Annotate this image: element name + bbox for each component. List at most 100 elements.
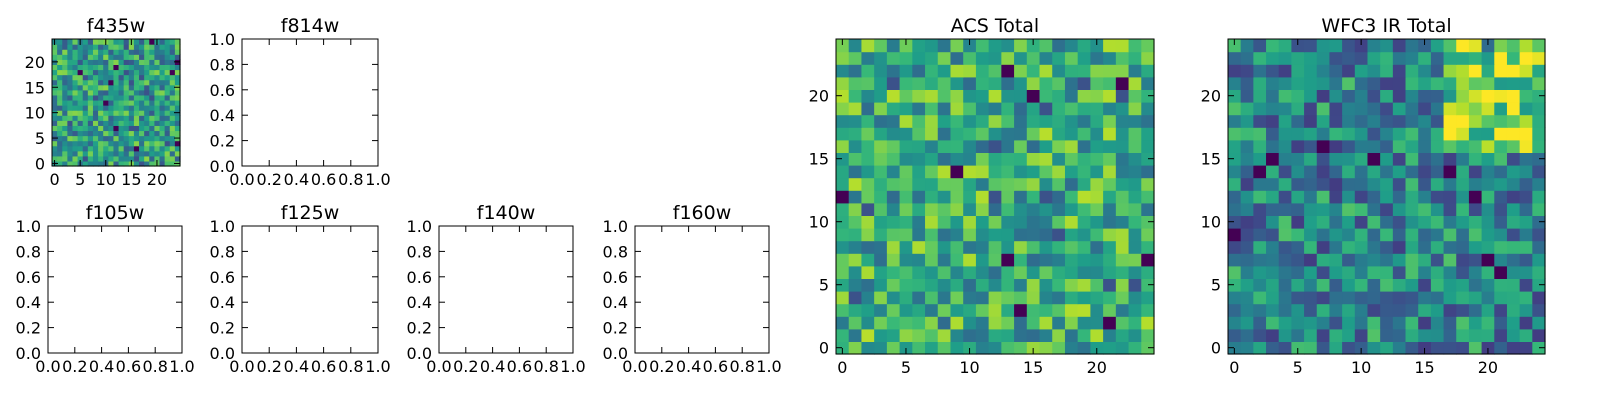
heatmap-cell: [937, 64, 952, 78]
heatmap-cell: [103, 140, 109, 147]
heatmap-cell: [123, 160, 130, 167]
axes-frame: [51, 38, 181, 167]
heatmap-cell: [108, 150, 115, 157]
heatmap-cell: [1240, 127, 1254, 141]
heatmap-cell: [1481, 215, 1495, 229]
heatmap-cell: [113, 99, 120, 106]
heatmap-cell: [72, 69, 79, 76]
heatmap-cell: [1115, 253, 1130, 267]
heatmap-cell: [848, 240, 863, 254]
heatmap-cell: [128, 135, 135, 142]
heatmap-cell: [1443, 190, 1457, 204]
heatmap-cell: [1141, 228, 1155, 242]
heatmap-cell: [1494, 240, 1508, 254]
heatmap-cell: [1304, 253, 1318, 267]
heatmap-cell: [1090, 228, 1104, 242]
heatmap-cell: [169, 54, 176, 60]
heatmap-cell: [912, 291, 926, 305]
heatmap-cell: [836, 165, 850, 179]
heatmap-cell: [1278, 139, 1292, 153]
heatmap-cell: [1418, 228, 1432, 242]
x-tick-label: 0.6: [507, 357, 532, 376]
heatmap-cell: [87, 130, 94, 137]
heatmap-cell: [1380, 190, 1394, 204]
heatmap-cell: [87, 64, 94, 71]
heatmap-cell: [836, 190, 850, 204]
heatmap-cell: [899, 291, 913, 305]
x-tick-label: 0.2: [453, 357, 478, 376]
heatmap-cell: [1494, 228, 1508, 242]
heatmap-cell: [1456, 152, 1470, 166]
heatmap-cell: [1278, 215, 1292, 229]
heatmap-cell: [1304, 215, 1318, 229]
heatmap-cell: [1342, 152, 1356, 166]
heatmap-cell: [1519, 291, 1533, 305]
heatmap-cell: [912, 265, 926, 279]
heatmap-cell: [963, 102, 977, 116]
heatmap-cell: [912, 215, 926, 229]
heatmap-cell: [1430, 165, 1445, 179]
heatmap-cell: [1141, 215, 1155, 229]
heatmap-cell: [1367, 278, 1381, 292]
heatmap-cell: [1052, 39, 1066, 53]
x-tick-label: 0.8: [338, 170, 363, 189]
heatmap-cell: [1026, 215, 1041, 229]
heatmap-cell: [1532, 114, 1546, 128]
heatmap-cell: [1519, 39, 1533, 53]
heatmap-cell: [1014, 76, 1028, 90]
heatmap-cell: [108, 105, 115, 111]
heatmap-cell: [1316, 139, 1331, 153]
heatmap-cell: [1430, 291, 1445, 305]
heatmap-cell: [1380, 76, 1394, 90]
heatmap-cell: [1354, 228, 1369, 242]
heatmap-cell: [1494, 265, 1508, 279]
heatmap-cell: [1380, 39, 1394, 53]
heatmap-cell: [1354, 190, 1369, 204]
heatmap-cell: [925, 328, 939, 342]
heatmap-cell: [82, 125, 89, 132]
heatmap-cell: [975, 253, 990, 267]
heatmap-cell: [1506, 341, 1521, 355]
heatmap-cell: [1001, 177, 1015, 191]
heatmap-cell: [886, 291, 901, 305]
heatmap-cell: [1141, 177, 1155, 191]
panel-title: f814w: [281, 15, 340, 37]
heatmap-cell: [1090, 265, 1104, 279]
heatmap-cell: [1443, 341, 1457, 355]
heatmap-cell: [1367, 102, 1381, 116]
heatmap-cell: [103, 54, 109, 60]
heatmap-cell: [87, 44, 94, 50]
heatmap-cell: [1329, 64, 1343, 78]
heatmap-cell: [144, 160, 150, 167]
heatmap-cell: [67, 79, 74, 86]
heatmap-cell: [1532, 64, 1546, 78]
heatmap-cell: [1329, 190, 1343, 204]
heatmap-cell: [113, 125, 120, 132]
heatmap-cell: [72, 59, 79, 65]
heatmap-cell: [1519, 278, 1533, 292]
heatmap-cell: [1291, 253, 1305, 267]
heatmap-cell: [1392, 341, 1407, 355]
heatmap-cell: [1304, 177, 1318, 191]
heatmap-cell: [1266, 240, 1280, 254]
heatmap-cell: [77, 145, 84, 152]
heatmap-cell: [1014, 202, 1028, 216]
heatmap-cell: [963, 76, 977, 90]
heatmap-cell: [139, 115, 145, 121]
heatmap-cell: [950, 114, 964, 128]
heatmap-cell: [899, 228, 913, 242]
heatmap-cell: [1128, 228, 1142, 242]
heatmap-cell: [1052, 228, 1066, 242]
heatmap-cell: [912, 64, 926, 78]
heatmap-cell: [108, 145, 115, 152]
heatmap-cell: [1278, 253, 1292, 267]
heatmap-cell: [861, 51, 875, 65]
heatmap-cell: [149, 120, 155, 126]
heatmap-cell: [1519, 303, 1533, 317]
heatmap-cell: [899, 202, 913, 216]
heatmap-cell: [103, 74, 109, 81]
heatmap-cell: [963, 215, 977, 229]
heatmap-cell: [1128, 303, 1142, 317]
heatmap-cell: [1494, 253, 1508, 267]
heatmap-cell: [57, 160, 63, 167]
